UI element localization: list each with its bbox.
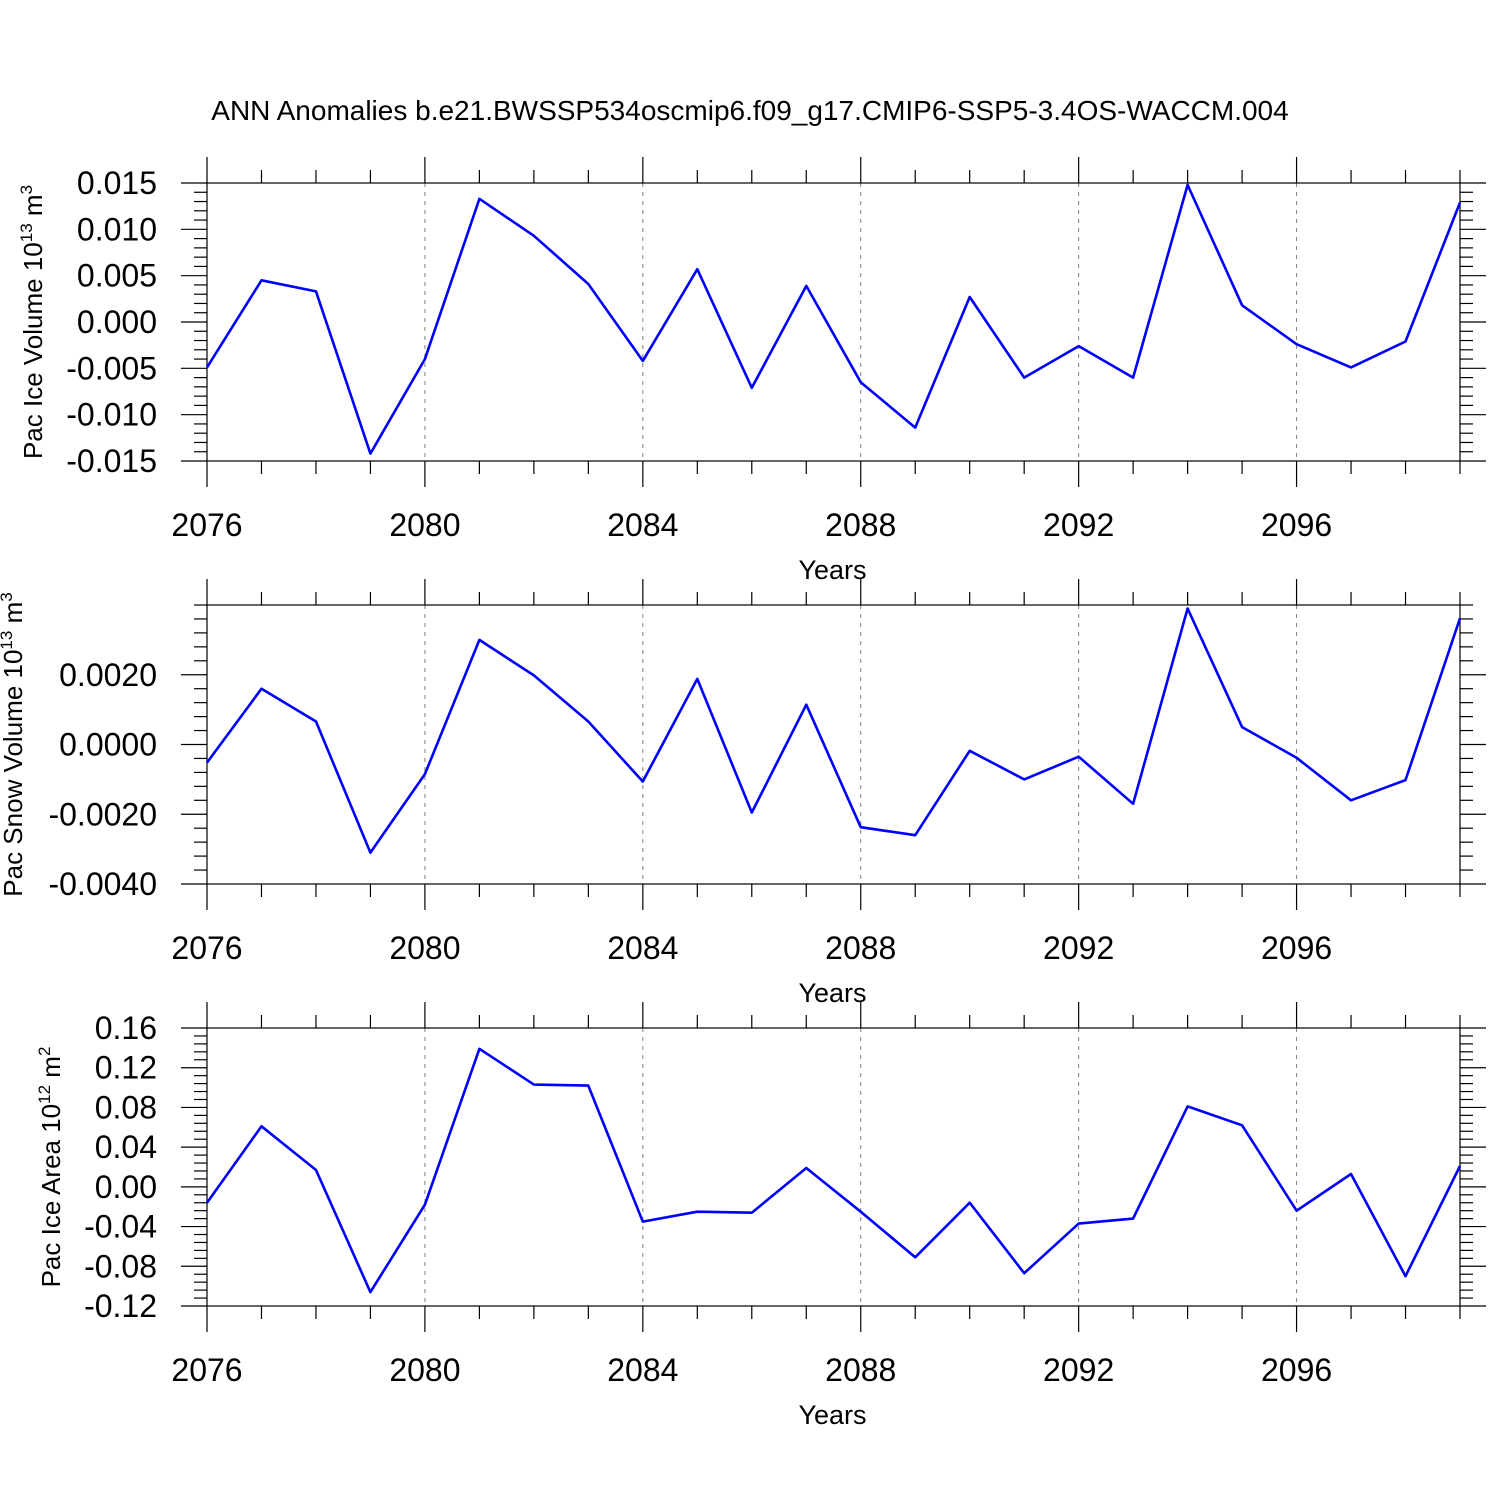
- figure-title: ANN Anomalies b.e21.BWSSP534oscmip6.f09_…: [211, 95, 1288, 126]
- x-tick-label: 2084: [607, 930, 678, 966]
- y-axis-label-exponent: 13: [0, 631, 16, 650]
- x-tick-label: 2080: [389, 507, 460, 543]
- y-axis-label-text: Pac Snow Volume 10: [0, 650, 28, 897]
- y-axis-label-exponent: 12: [35, 1085, 54, 1104]
- panels: 2076 2080 2084 2088 2092 2096 Years -0.015 -0.01…: [0, 157, 1486, 1430]
- y-tick-label: 0.005: [77, 258, 157, 294]
- y-tick-label: 0.08: [95, 1089, 157, 1125]
- y-tick-label: 0.16: [95, 1010, 157, 1046]
- x-tick-label: 2084: [607, 507, 678, 543]
- x-tick-label: 2076: [171, 1352, 242, 1388]
- x-tick-label: 2084: [607, 1352, 678, 1388]
- series-line: [205, 183, 1462, 455]
- series-line: [205, 1047, 1462, 1294]
- y-axis-label: Pac Snow Volume 1013 m3: [0, 592, 28, 896]
- x-tick-label: 2076: [171, 507, 242, 543]
- panel-1: 2076 2080 2084 2088 2092 2096 Years -0.015 -0.01…: [17, 157, 1486, 585]
- panel-3: 2076 2080 2084 2088 2092 2096 Years -0.12 -0.08-…: [35, 1002, 1486, 1430]
- y-tick-label: 0.015: [77, 165, 157, 201]
- y-axis-label-unit: m: [36, 1056, 66, 1085]
- x-tick-label: 2096: [1261, 930, 1332, 966]
- x-axis-label: Years: [798, 1400, 866, 1430]
- y-tick-label: -0.015: [66, 443, 157, 479]
- x-tick-label: 2096: [1261, 507, 1332, 543]
- y-tick-label: -0.04: [84, 1209, 157, 1245]
- y-axis-label-text: Pac Ice Volume 10: [18, 242, 48, 459]
- y-axis-label-unit: m: [18, 194, 48, 223]
- y-tick-label: -0.0020: [48, 796, 157, 832]
- x-tick-label: 2092: [1043, 1352, 1114, 1388]
- plot-frame: [206, 182, 1461, 462]
- x-tick-label: 2088: [825, 930, 896, 966]
- y-axis-label: Pac Ice Volume 1013 m3: [17, 185, 48, 459]
- x-axis-label: Years: [798, 555, 866, 585]
- y-axis-label-unit-exponent: 3: [0, 592, 16, 601]
- y-tick-label: -0.010: [66, 397, 157, 433]
- y-tick-label: 0.000: [77, 304, 157, 340]
- y-tick-label: -0.005: [66, 350, 157, 386]
- x-tick-label: 2080: [389, 1352, 460, 1388]
- x-tick-label: 2096: [1261, 1352, 1332, 1388]
- y-tick-label: 0.12: [95, 1050, 157, 1086]
- x-tick-label: 2076: [171, 930, 242, 966]
- y-tick-label: 0.0000: [59, 727, 157, 763]
- y-tick-label: -0.0040: [48, 866, 157, 902]
- y-tick-label: -0.12: [84, 1288, 157, 1324]
- y-axis-label-unit: m: [0, 602, 28, 631]
- y-tick-label: 0.0020: [59, 657, 157, 693]
- x-tick-label: 2088: [825, 507, 896, 543]
- x-tick-label: 2088: [825, 1352, 896, 1388]
- y-axis-label-text: Pac Ice Area 10: [36, 1104, 66, 1288]
- x-axis-label: Years: [798, 978, 866, 1008]
- series-line: [205, 607, 1462, 854]
- plot-frame: [206, 1027, 1461, 1307]
- y-axis-label-unit-exponent: 2: [35, 1047, 54, 1056]
- y-tick-label: 0.00: [95, 1169, 157, 1205]
- y-axis-label-unit-exponent: 3: [17, 185, 36, 194]
- y-axis-label-exponent: 13: [17, 223, 36, 242]
- x-tick-label: 2092: [1043, 507, 1114, 543]
- x-tick-label: 2080: [389, 930, 460, 966]
- y-tick-label: -0.08: [84, 1248, 157, 1284]
- x-tick-label: 2092: [1043, 930, 1114, 966]
- y-tick-label: 0.04: [95, 1129, 157, 1165]
- y-tick-label: 0.010: [77, 211, 157, 247]
- y-axis-label: Pac Ice Area 1012 m2: [35, 1047, 66, 1288]
- panel-2: 2076 2080 2084 2088 2092 2096 Years -0.0040 -0.0…: [0, 579, 1486, 1008]
